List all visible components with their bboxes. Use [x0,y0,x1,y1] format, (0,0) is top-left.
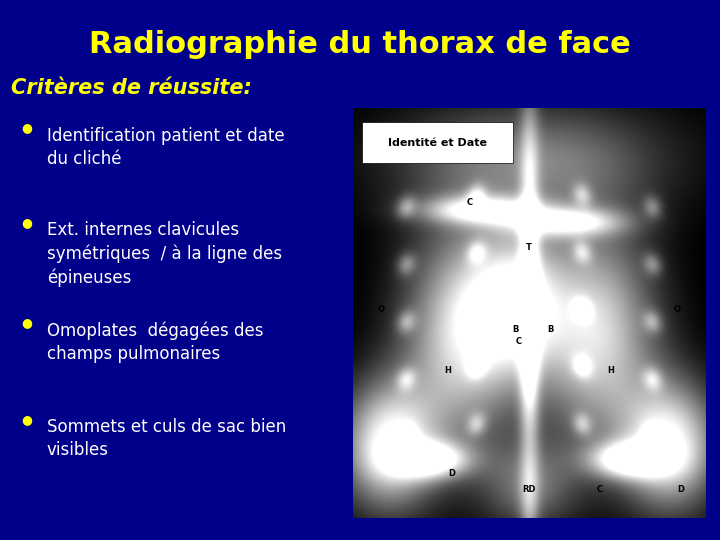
Text: B: B [547,325,554,334]
Text: Identité et Date: Identité et Date [388,138,487,148]
Text: ●: ● [22,122,32,134]
Text: Sommets et culs de sac bien
visibles: Sommets et culs de sac bien visibles [47,418,286,460]
Text: O: O [377,305,384,314]
Text: O: O [674,305,681,314]
Text: H: H [607,366,613,375]
Text: ●: ● [22,316,32,329]
Text: ●: ● [22,216,32,229]
Text: H: H [445,366,451,375]
Text: D: D [678,485,685,494]
Text: RD: RD [523,485,536,494]
Text: Radiographie du thorax de face: Radiographie du thorax de face [89,30,631,59]
FancyBboxPatch shape [361,123,513,164]
Text: C: C [466,198,472,207]
Text: B: B [512,325,518,334]
Text: C: C [597,485,603,494]
Text: Omoplates  dégagées des
champs pulmonaires: Omoplates dégagées des champs pulmonaire… [47,321,264,363]
Text: Identification patient et date
du cliché: Identification patient et date du cliché [47,127,284,168]
Text: T: T [526,243,532,252]
Text: Ext. internes clavicules
symétriques  / à la ligne des
épineuses: Ext. internes clavicules symétriques / à… [47,221,282,287]
Text: D: D [448,469,455,478]
Text: C: C [516,338,522,347]
Text: ●: ● [22,413,32,426]
Text: Critères de réussite:: Critères de réussite: [11,78,252,98]
